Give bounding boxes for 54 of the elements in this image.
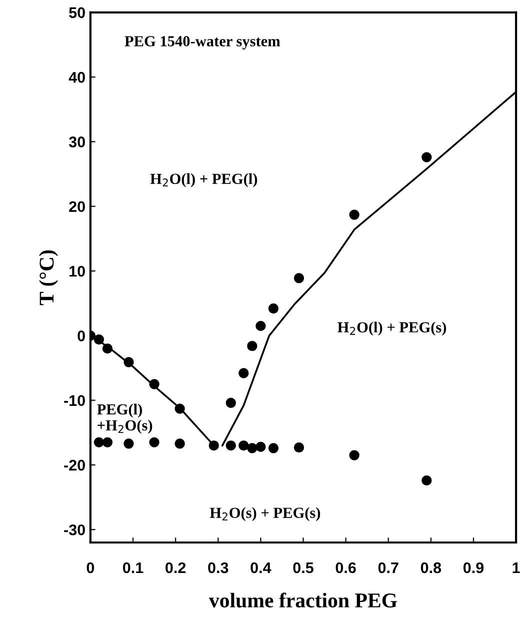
y-tick-label: 50 [69,7,85,18]
y-axis-title: T (°C) [39,250,58,306]
point [174,404,185,414]
y-tick-label: 40 [68,72,85,83]
point [294,442,304,453]
point [268,443,279,454]
y-tick-label: 20 [69,201,85,212]
y-tick-label: 30 [68,136,85,148]
y-tick-label: -30 [64,524,85,536]
annotation: H$_{2}$O(l) + PEG(l) [150,173,258,188]
point [256,442,266,452]
y-tick-label: 0 [78,330,85,342]
point [94,437,104,448]
point [247,443,258,454]
point [238,368,249,378]
point [422,152,432,162]
point [149,379,160,390]
x-tick-label: 0.5 [293,562,314,574]
point [268,303,279,314]
x-tick-label: 0.8 [420,562,442,574]
point [247,340,258,352]
x-tick-label: 0.1 [122,562,144,574]
point [226,398,236,408]
x-tick-label: 0 [86,562,94,574]
point [124,438,134,449]
x-axis-title: volume fraction PEG [208,592,397,608]
point [149,437,160,448]
point [94,334,104,345]
annotation: H$_{2}$O(l) + PEG(s) [338,322,446,336]
point [349,210,360,220]
point [349,450,360,460]
point [422,475,432,486]
y-tick-label: 10 [70,266,85,277]
annotation: PEG 1540-water system [124,36,280,50]
x-tick-label: 0.7 [378,562,398,574]
point [294,273,304,284]
point [102,437,113,448]
y-tick-label: -10 [64,395,85,406]
point [226,440,236,451]
point [102,343,113,354]
point [124,357,134,368]
annotation: PEG(l) +H$_{2}$O(s) [97,404,152,434]
annotation: H$_{2}$O(s) + PEG(s) [210,507,320,522]
x-tick-label: 1 [512,562,520,574]
point [256,320,266,332]
x-tick-label: 0.3 [208,562,228,574]
y-tick-label: -20 [64,460,85,471]
point [208,440,219,451]
point [238,440,249,451]
x-tick-label: 0.9 [463,562,484,574]
x-tick-label: 0.4 [250,562,272,574]
x-tick-label: 0.2 [166,562,186,574]
point [174,438,185,449]
x-tick-label: 0.6 [336,562,356,574]
